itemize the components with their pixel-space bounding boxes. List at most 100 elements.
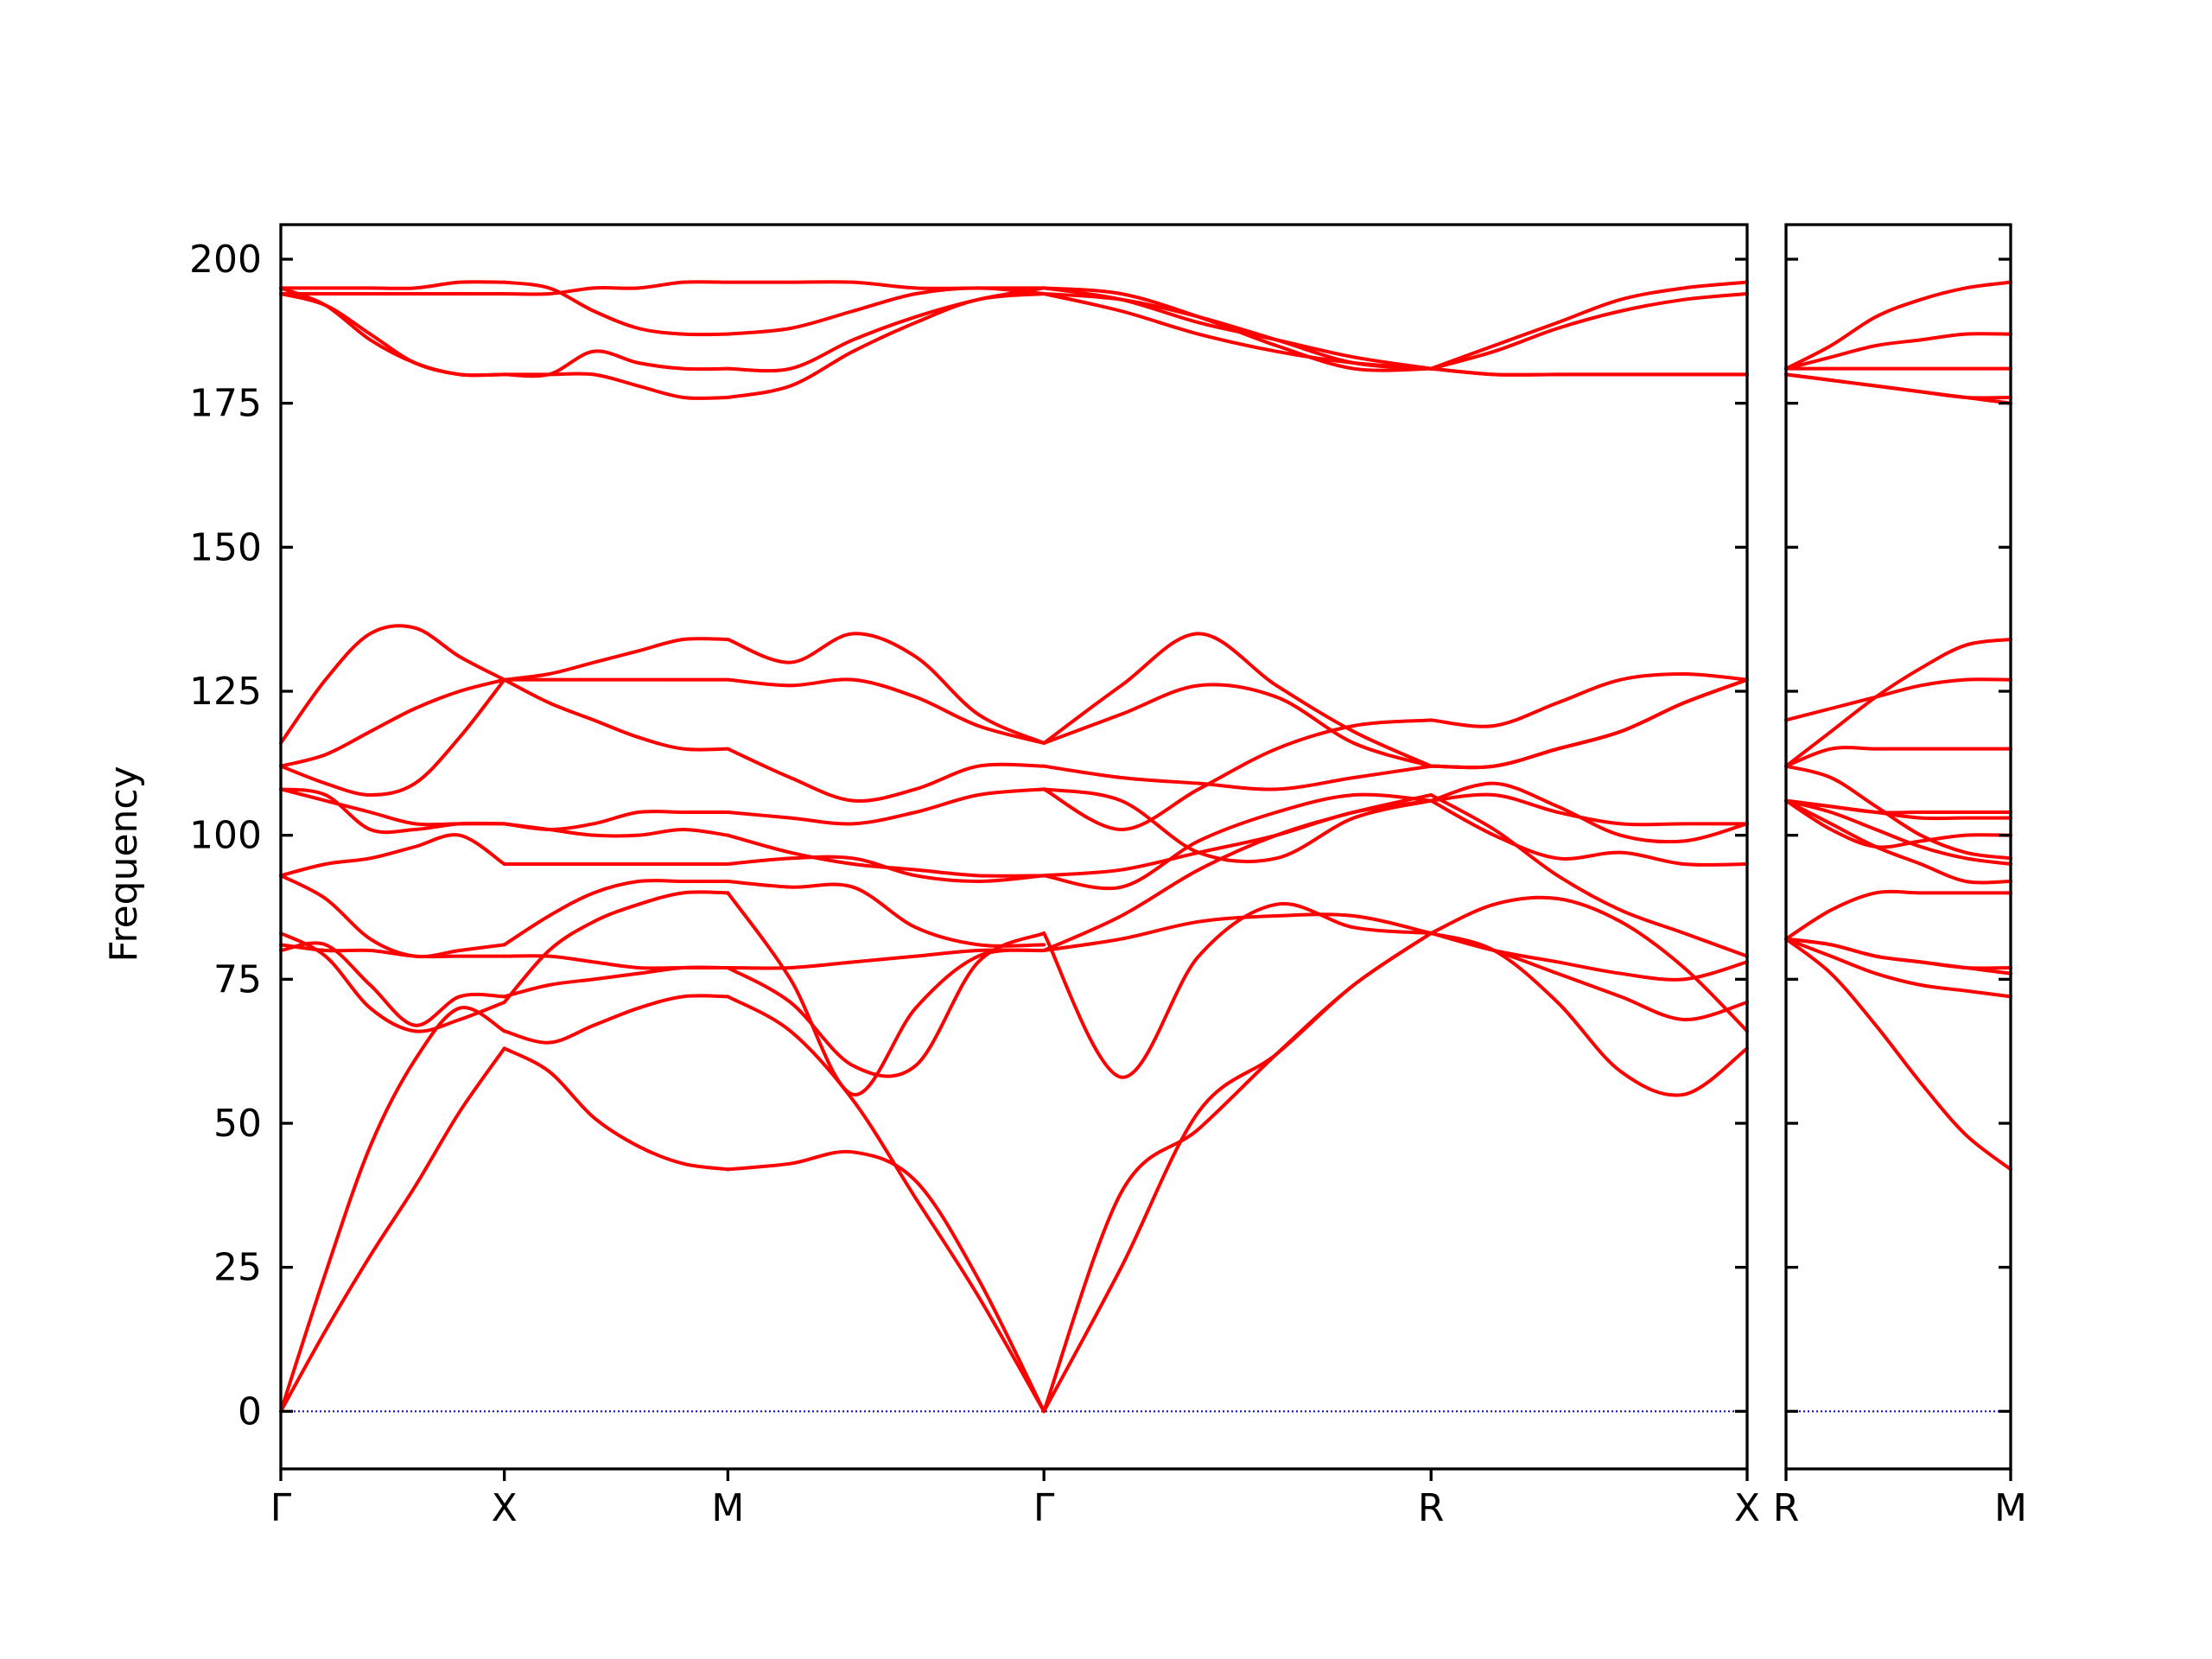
band-p2-s1-b13 [1784, 677, 2012, 722]
y-tick-label: 75 [213, 957, 262, 1001]
band-p2-s1-b14 [1784, 638, 2012, 768]
phonon-bands [279, 280, 2012, 1414]
band-p1-s3-b3 [726, 931, 1046, 1078]
axes [279, 223, 2012, 1481]
band-p1-s5-b7 [1429, 781, 1749, 844]
band-p1-s3-b11 [726, 677, 1046, 745]
band-p1-s2-b6 [502, 879, 730, 947]
y-tick-label: 0 [238, 1389, 262, 1433]
band-p1-s1-b12 [279, 624, 506, 745]
band-p1-s1-b4 [279, 931, 506, 1033]
band-p2-s1-b8 [1784, 798, 2012, 866]
band-p1-s2-b2 [502, 994, 730, 1045]
band-p1-s5-b6 [1429, 798, 1749, 867]
band-p2-s1-b17 [1784, 280, 2012, 371]
band-p1-s5-b8 [1429, 792, 1749, 827]
band-p2-s1-b7 [1784, 798, 2012, 849]
band-p2-s1-b12 [1784, 746, 2012, 768]
band-p1-s5-b4 [1429, 931, 1749, 982]
band-p1-s2-b3 [502, 965, 730, 999]
band-p1-s1-b7 [279, 833, 506, 878]
x-tick-label: R [1418, 1486, 1445, 1530]
band-p1-s4-b3 [1042, 901, 1433, 1079]
y-tick-label: 200 [189, 238, 262, 282]
band-p1-s3-b12 [726, 632, 1046, 745]
x-tick-label: Γ [1033, 1486, 1055, 1530]
band-p1-s3-b9 [726, 787, 1046, 826]
band-p1-s4-b8 [1042, 787, 1433, 864]
y-tick-label: 25 [213, 1246, 262, 1290]
band-p1-s5-b2 [1429, 895, 1749, 1033]
band-p1-s2-b1 [502, 1046, 730, 1172]
band-p1-s1-b14 [279, 280, 506, 290]
band-p1-s4-b6 [1042, 798, 1433, 878]
band-p1-s5-b11 [1429, 677, 1749, 770]
band-p1-s3-b14 [726, 286, 1046, 336]
band-p1-s3-b5 [726, 948, 1046, 970]
band-p2-s1-b10 [1784, 798, 2012, 821]
band-p1-s4-b12 [1042, 683, 1433, 768]
band-p1-s3-b15 [726, 292, 1046, 399]
band-p1-s4-b10 [1042, 764, 1433, 791]
x-tick-label: X [492, 1486, 518, 1530]
band-p1-s4-b16 [1042, 286, 1433, 372]
band-p2-s1-b11 [1784, 764, 2012, 861]
band-p1-s3-b1 [726, 1149, 1046, 1414]
band-p1-s1-b6 [279, 874, 506, 959]
band-p1-s1-b2 [279, 1005, 506, 1414]
band-p1-s2-b4 [502, 890, 730, 1004]
band-p1-s2-b5 [502, 954, 730, 970]
band-p1-s1-b1 [279, 1046, 506, 1414]
band-p1-s3-b6 [726, 880, 1046, 948]
band-p2-s1-b4 [1784, 937, 2012, 976]
band-p1-s5-b13 [1429, 280, 1749, 371]
band-p1-s1-b3 [279, 941, 506, 1027]
y-tick-label: 125 [189, 670, 262, 714]
band-p1-s2-b14 [502, 280, 730, 337]
band-p1-s4-b15 [1042, 292, 1433, 371]
band-p2-s1-b6 [1784, 798, 2012, 885]
y-axis-label: Frequency [102, 766, 146, 962]
band-p1-s4-b1 [1042, 931, 1433, 1414]
band-p1-s4-b2 [1042, 931, 1433, 1414]
plot-frame-panel-2 [1784, 223, 2012, 1471]
y-tick-label: 150 [189, 525, 262, 569]
y-tick-label: 175 [189, 382, 262, 426]
band-p1-s1-b11 [279, 677, 506, 797]
x-tick-label: X [1734, 1486, 1760, 1530]
band-p1-s1-b8 [279, 787, 506, 827]
y-tick-label: 50 [213, 1102, 262, 1146]
band-p1-s5-b1 [1429, 931, 1749, 1097]
band-p2-s1-b5 [1784, 889, 2012, 941]
band-p1-s3-b10 [726, 747, 1046, 804]
x-tick-label: R [1773, 1486, 1800, 1530]
band-p1-s1-b16 [279, 292, 506, 378]
band-p1-s5-b9 [1429, 672, 1749, 728]
band-p2-s1-b1 [1784, 937, 2012, 1172]
band-p1-s3-b4 [726, 891, 1046, 1096]
band-p1-s1-b9 [279, 787, 506, 835]
band-p1-s4-b7 [1042, 792, 1433, 891]
band-p2-s1-b2 [1784, 937, 2012, 999]
band-p1-s2-b13 [502, 280, 730, 296]
band-p1-s2-b12 [502, 637, 730, 682]
band-p1-s3-b16 [726, 286, 1046, 373]
x-tick-label: M [711, 1486, 744, 1530]
band-p1-s5-b16 [1429, 366, 1749, 377]
band-p1-s3-b8 [726, 833, 1046, 878]
x-tick-label: Γ [270, 1486, 292, 1530]
band-p2-s1-b16 [1784, 332, 2012, 371]
band-p1-s4-b9 [1042, 718, 1433, 831]
band-p1-s2-b16 [502, 349, 730, 378]
band-p1-s5-b10 [1429, 677, 1749, 770]
band-p1-s2-b9 [502, 810, 730, 831]
band-p1-s4-b11 [1042, 632, 1433, 768]
band-p1-s5-b5 [1429, 793, 1749, 958]
plot-frame-panel-1 [279, 223, 1749, 1471]
band-p2-s1-b19 [1784, 372, 2012, 405]
band-p1-s3-b2 [726, 995, 1046, 1414]
band-p1-s5-b12 [1429, 677, 1749, 770]
band-p1-s1-b10 [279, 677, 506, 768]
